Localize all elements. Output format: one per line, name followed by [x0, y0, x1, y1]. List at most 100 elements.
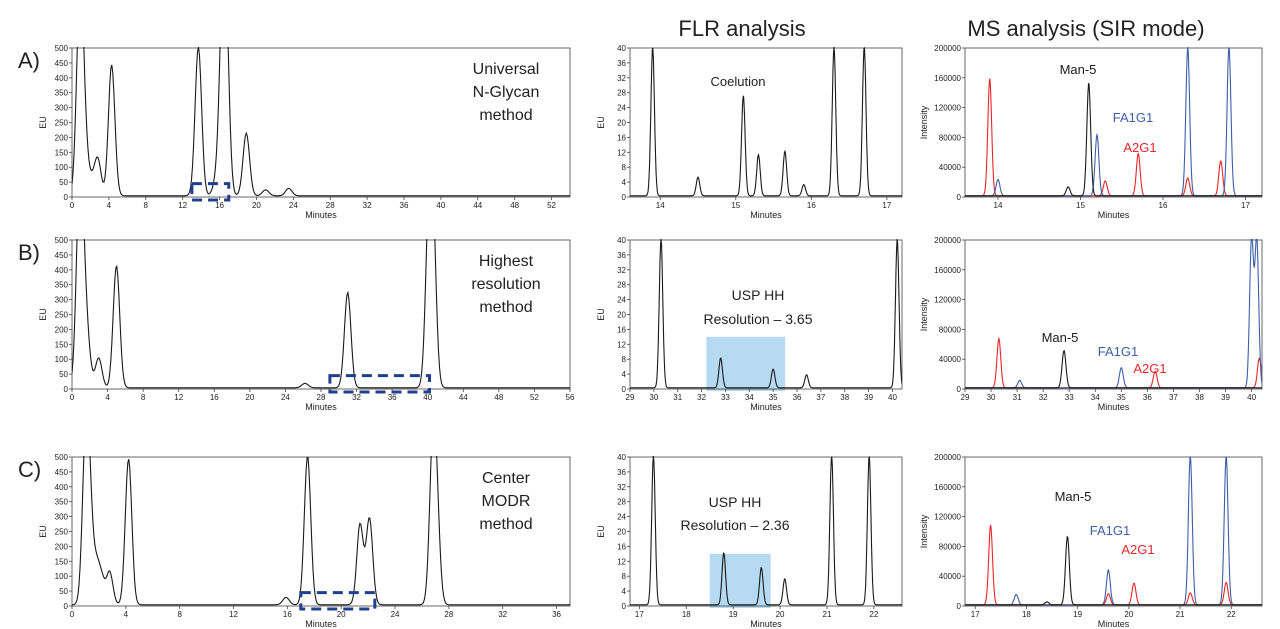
row-1: B) Highest resolution method USP HH Resolutio…: [18, 240, 1167, 376]
y-tick-label: 100: [55, 163, 69, 172]
y-tick-label: 0: [957, 602, 962, 611]
ms-peak-label: Man-5: [1060, 62, 1097, 77]
x-tick-label: 44: [459, 393, 468, 402]
x-tick-label: 38: [1195, 393, 1204, 402]
y-tick-label: 250: [55, 119, 69, 128]
series-line-trace: [72, 47, 570, 197]
y-tick-label: 0: [64, 602, 69, 611]
x-tick-label: 20: [245, 393, 254, 402]
y-axis-label: EU: [596, 525, 606, 538]
y-tick-label: 40: [617, 236, 626, 245]
y-tick-label: 50: [59, 587, 68, 596]
x-tick-label: 20: [337, 610, 346, 619]
x-tick-label: 36: [400, 201, 409, 210]
ms-peak-label: A2G1: [1121, 542, 1154, 557]
B-flr-panel: 29 30 31 32 33 34 35 36 37 38 39 40 0 4 8 12 16 20 24 28 32 3…: [596, 236, 903, 412]
x-tick-label: 36: [1143, 393, 1152, 402]
x-tick-label: 33: [721, 393, 730, 402]
y-tick-label: 20: [617, 528, 626, 537]
x-tick-label: 29: [626, 393, 635, 402]
x-axis-label: Minutes: [305, 210, 337, 220]
y-tick-label: 200000: [934, 453, 961, 462]
y-tick-label: 36: [617, 59, 626, 68]
y-tick-label: 160000: [934, 266, 961, 275]
flr-annotation: USP HH: [709, 494, 762, 510]
x-axis-label: Minutes: [1098, 619, 1130, 629]
y-tick-label: 0: [64, 385, 69, 394]
x-tick-label: 14: [994, 201, 1003, 210]
flr-annotation: Coelution: [711, 74, 766, 89]
x-tick-label: 35: [769, 393, 778, 402]
series-line-trace: [630, 47, 902, 197]
y-tick-label: 200000: [934, 236, 961, 245]
x-tick-label: 18: [1022, 610, 1031, 619]
y-tick-label: 32: [617, 266, 626, 275]
x-tick-label: 17: [635, 610, 644, 619]
y-tick-label: 24: [617, 296, 626, 305]
x-tick-label: 32: [697, 393, 706, 402]
x-axis-label: Minutes: [750, 402, 782, 412]
plot-frame: [964, 239, 1263, 390]
x-tick-label: 8: [144, 201, 149, 210]
y-tick-label: 80000: [939, 133, 962, 142]
ms-header: MS analysis (SIR mode): [967, 16, 1204, 41]
x-tick-label: 19: [729, 610, 738, 619]
y-tick-label: 80000: [939, 542, 962, 551]
y-tick-label: 200: [55, 325, 69, 334]
x-tick-label: 36: [793, 393, 802, 402]
series-line-trace: [72, 456, 570, 606]
y-tick-label: 350: [55, 498, 69, 507]
y-tick-label: 4: [622, 178, 627, 187]
method-label: Center: [482, 470, 531, 487]
x-tick-label: 29: [961, 393, 970, 402]
method-label: Universal: [473, 61, 540, 78]
x-tick-label: 28: [444, 610, 453, 619]
y-tick-label: 500: [55, 236, 69, 245]
y-tick-label: 400: [55, 266, 69, 275]
x-tick-label: 21: [1176, 610, 1185, 619]
x-tick-label: 8: [141, 393, 146, 402]
x-tick-label: 19: [1073, 610, 1082, 619]
y-tick-label: 0: [957, 193, 962, 202]
method-label: resolution: [471, 276, 540, 293]
row-0: A) Universal N-Glycan method Coelution Man-5 F…: [18, 48, 1157, 155]
x-tick-label: 4: [124, 610, 129, 619]
y-tick-label: 32: [617, 483, 626, 492]
x-tick-label: 40: [1247, 393, 1256, 402]
resolution-shade: [709, 553, 771, 608]
x-tick-label: 20: [252, 201, 261, 210]
series-line-man-5: [965, 83, 1262, 197]
y-tick-label: 16: [617, 542, 626, 551]
y-tick-label: 350: [55, 89, 69, 98]
y-tick-label: 28: [617, 498, 626, 507]
x-tick-label: 40: [423, 393, 432, 402]
y-tick-label: 12: [617, 148, 626, 157]
plot-frame: [964, 456, 1263, 607]
x-tick-label: 8: [177, 610, 182, 619]
x-tick-label: 48: [494, 393, 503, 402]
y-tick-label: 16: [617, 133, 626, 142]
x-tick-label: 40: [436, 201, 445, 210]
y-tick-label: 40000: [939, 355, 962, 364]
x-tick-label: 24: [289, 201, 298, 210]
x-tick-label: 14: [656, 201, 665, 210]
y-tick-label: 0: [622, 385, 627, 394]
method-label: N-Glycan: [473, 84, 540, 101]
x-tick-label: 0: [70, 610, 75, 619]
y-axis-label: EU: [38, 525, 48, 538]
method-label: Highest: [479, 253, 534, 270]
y-tick-label: 150: [55, 557, 69, 566]
x-tick-label: 16: [283, 610, 292, 619]
method-label: method: [479, 299, 532, 316]
y-tick-label: 250: [55, 528, 69, 537]
x-tick-label: 34: [745, 393, 754, 402]
y-tick-label: 450: [55, 251, 69, 260]
y-axis-label: Intensity: [919, 105, 929, 139]
y-axis-label: Intensity: [919, 297, 929, 331]
x-axis-label: Minutes: [1098, 210, 1130, 220]
x-tick-label: 32: [352, 393, 361, 402]
y-tick-label: 40: [617, 44, 626, 53]
ms-peak-label: FA1G1: [1098, 344, 1138, 359]
method-label: MODR: [482, 493, 531, 510]
x-tick-label: 31: [673, 393, 682, 402]
